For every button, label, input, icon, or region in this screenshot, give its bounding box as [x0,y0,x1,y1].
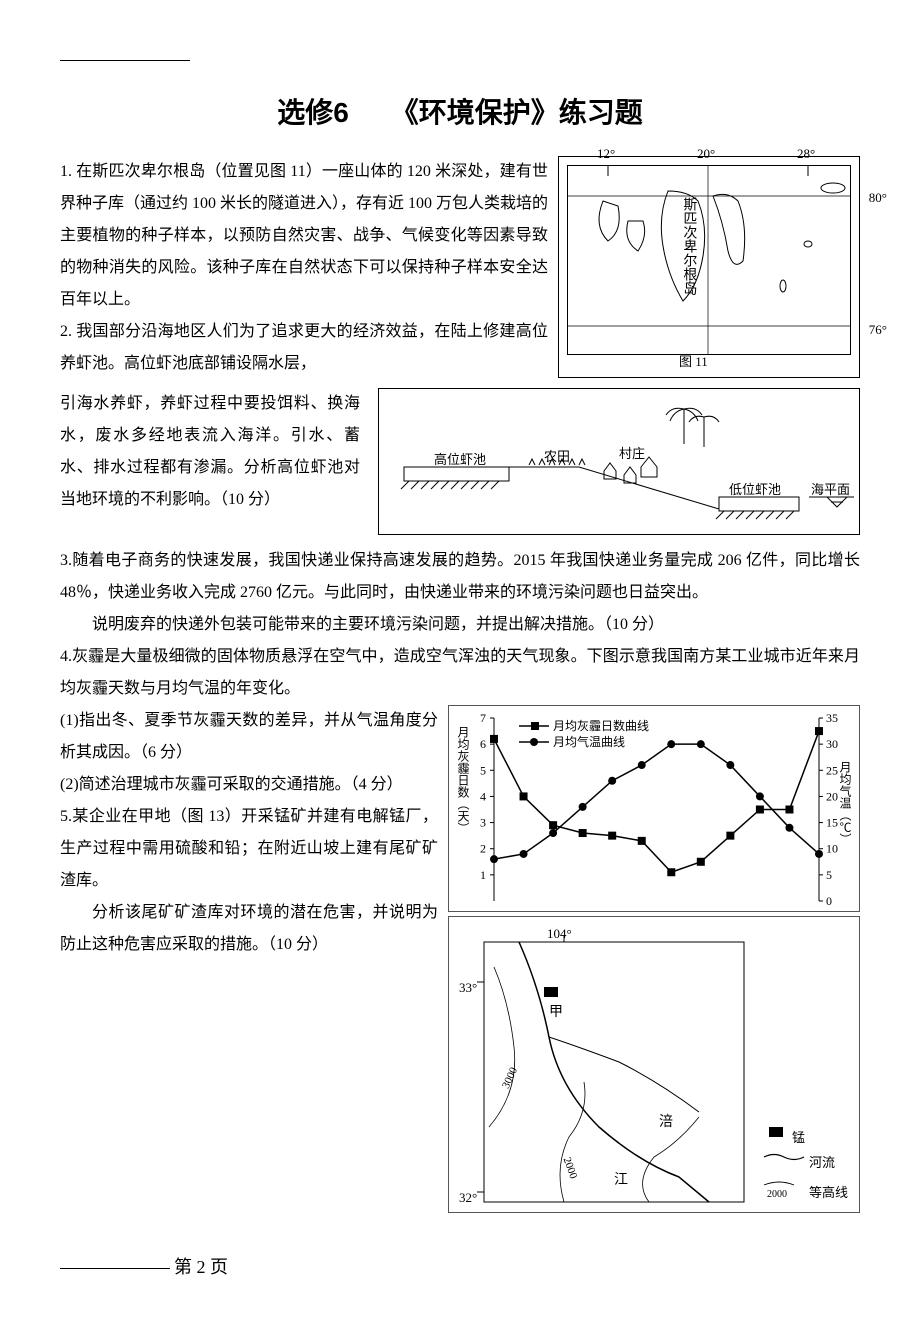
svg-text:5: 5 [480,763,486,777]
body: 12° 20° 28° 80° 76° 斯匹次卑尔根岛 图 11 1. 在斯匹次… [60,156,860,1223]
legend-contour: 等高线 [809,1180,848,1206]
low-pond-label: 低位虾池 [729,477,781,503]
y1-axis-label: 月均灰霾日数（天） [451,726,475,834]
legend-mn: 锰 [792,1125,805,1151]
lon-label: 20° [697,141,715,167]
lat-label: 76° [869,317,887,343]
lat-label: 32° [459,1185,477,1211]
svg-text:3: 3 [480,816,486,830]
jia-label: 甲 [549,999,563,1027]
svg-text:6: 6 [480,737,486,751]
page-footer: 第 2 页 [60,1253,860,1279]
svg-text:2000: 2000 [767,1189,787,1200]
figure-13-map: 2000 104° 33° 32° 甲 涪 江 3000 2000 锰 河流 等… [448,916,860,1213]
lat-label: 80° [869,185,887,211]
page-title: 选修6 《环境保护》练习题 [60,91,860,131]
y2-axis-label: 月均气温（℃） [833,761,857,845]
village-label: 村庄 [619,441,645,467]
lon-label: 12° [597,141,615,167]
figure-11-map: 12° 20° 28° 80° 76° 斯匹次卑尔根岛 图 11 [558,156,860,378]
shrimp-pond-diagram: 高位虾池 农田 村庄 低位虾池 海平面 [378,388,860,535]
island-label: 斯匹次卑尔根岛 [681,197,696,295]
legend-river: 河流 [809,1150,835,1176]
lon-label: 104° [547,921,572,947]
svg-text:4: 4 [480,789,486,803]
figure-caption: 图 11 [679,349,708,375]
svg-text:30: 30 [826,737,838,751]
sea-level-label: 海平面 [811,477,850,503]
farmland-label: 农田 [544,444,570,470]
question-3-p1: 3.随着电子商务的快速发展，我国快递业保持高速发展的趋势。2015 年我国快递业… [60,545,860,609]
question-2-p2: 引海水养虾，养虾过程中要投饵料、换海水，废水多经地表流入海洋。引水、蓄水、排水过… [60,388,360,516]
question-3-p2: 说明废弃的快递外包装可能带来的主要环境污染问题，并提出解决措施。（10 分） [60,609,860,641]
svg-text:1: 1 [480,868,486,882]
right-figure-stack: 765432135302520151050 月均灰霾日数（天） 月均气温（℃） … [448,705,860,1213]
svg-text:2: 2 [480,842,486,856]
svg-text:0: 0 [826,894,832,908]
legend-temp: 月均气温曲线 [519,730,625,754]
header-rule [60,60,190,61]
haze-temp-chart: 765432135302520151050 月均灰霾日数（天） 月均气温（℃） … [448,705,860,912]
svg-text:35: 35 [826,711,838,725]
high-pond-label: 高位虾池 [434,447,486,473]
lat-label: 33° [459,975,477,1001]
svg-text:7: 7 [480,711,486,725]
svg-text:5: 5 [826,868,832,882]
fu-label: 涪 [659,1109,673,1137]
lon-label: 28° [797,141,815,167]
question-4-intro: 4.灰霾是大量极细微的固体物质悬浮在空气中，造成空气浑浊的天气现象。下图示意我国… [60,641,860,705]
jiang-label: 江 [614,1167,628,1195]
